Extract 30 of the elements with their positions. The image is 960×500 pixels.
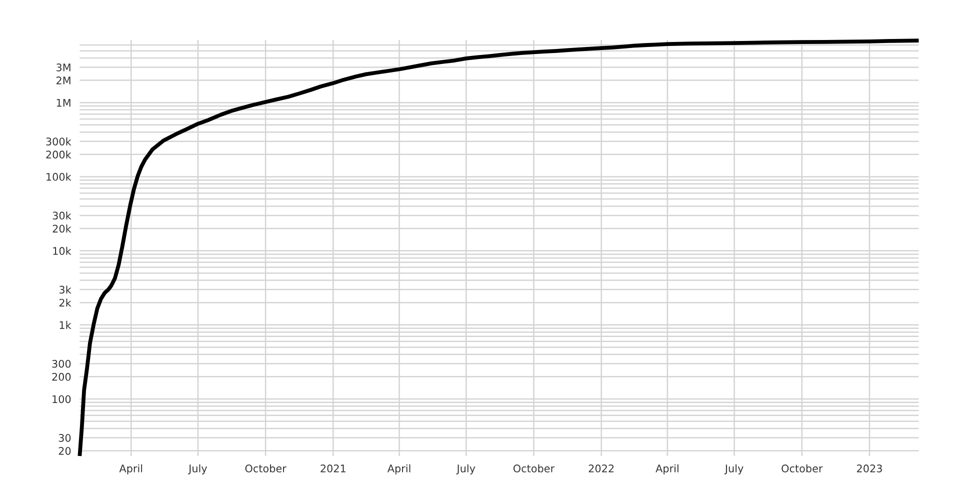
y-tick-label: 1M [56,98,70,107]
line-series [78,38,921,458]
x-tick-label: October [513,464,555,472]
y-tick-label: 200 [52,372,71,381]
x-tick-label: 2022 [588,464,614,472]
y-tick-label: 200k [46,150,72,159]
y-tick-label: 2k [59,298,72,307]
y-tick-label: 300 [52,360,71,368]
y-tick-label: 1k [60,320,72,329]
y-tick-label: 30k [52,211,72,220]
x-tick-label: April [119,464,142,474]
y-tick-label: 3M [56,63,70,72]
x-tick-label: 2021 [320,464,346,472]
y-tick-label: 20 [58,446,71,455]
y-tick-label: 2M [56,76,70,84]
y-tick-label: 100k [46,172,72,181]
y-tick-label: 100 [52,395,71,404]
x-tick-label: 2023 [857,464,882,472]
x-tick-label: October [782,464,823,472]
y-tick-label: 3k [59,286,72,294]
x-tick-label: October [245,464,286,472]
x-tick-label: April [656,464,678,474]
y-tick-label: 10k [53,246,72,255]
x-tick-label: July [456,464,476,474]
x-tick-label: July [188,464,208,474]
y-tick-label: 30 [58,434,71,442]
x-tick-label: July [724,464,744,474]
y-tick-label: 300k [46,137,72,146]
x-tick-label: April [387,464,410,474]
y-tick-label: 20k [52,224,72,233]
